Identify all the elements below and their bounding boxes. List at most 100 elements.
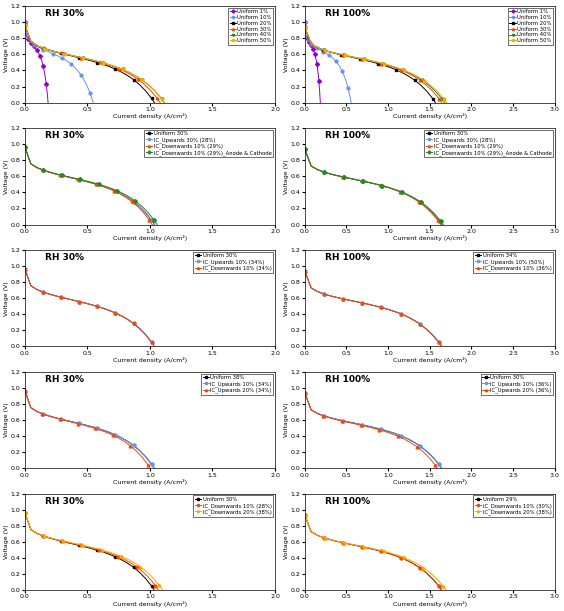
IC_Upwards 10% (50%) [455,374,461,381]
Legend: Uniform 34%, IC_Upwards 10% (50%), IC_Downwards 10% (36%): Uniform 34%, IC_Upwards 10% (50%), IC_Do… [473,252,553,273]
IC_Downwards 10% (29%)_Anode & Cathode [21,143,28,150]
Uniform 50% [500,338,507,346]
IC_Upwards 30% (28%) [429,210,436,217]
IC_Upwards 30% (28%) [191,358,197,365]
IC_Downwards 10% (36%) [442,348,449,356]
Uniform 30% [352,176,359,183]
Line: Uniform 34%: Uniform 34% [303,269,523,611]
IC_Upwards 30% (28%) [308,163,315,170]
IC_Upwards 10% (34%) [64,417,70,424]
Uniform 30% [416,442,423,450]
Uniform 40% [197,200,204,208]
IC_Downwards 10% (29%)_Anode & Cathode [340,174,347,181]
IC_Downwards 20% (38%) [440,582,447,590]
Uniform 1% [308,43,315,50]
IC_Downwards 10% (29%) [301,145,308,153]
Uniform 30% [142,209,149,216]
Uniform 30% [135,76,142,83]
Uniform 34% [333,294,340,301]
Uniform 30% [314,410,321,417]
Uniform 20% [442,116,448,123]
IC_Downwards 10% (30%) [442,592,449,599]
Uniform 40% [73,53,80,60]
Line: IC_Upwards 10% (36%): IC_Upwards 10% (36%) [303,392,523,611]
Uniform 29% [442,592,449,599]
Uniform 30% [202,582,209,590]
IC_Upwards 10% (34%) [191,602,197,609]
Uniform 50% [34,42,41,49]
Uniform 34% [372,302,378,310]
IC_Downwards 10% (28%) [158,591,165,599]
IC_Upwards 20% (36%) [407,439,414,446]
Uniform 30% [58,293,64,301]
Line: Uniform 29%: Uniform 29% [303,513,523,611]
IC_Upwards 30% (28%) [39,166,46,174]
Uniform 29% [320,534,327,541]
IC_Upwards 30% (28%) [64,173,70,180]
Uniform 30% [33,530,40,537]
IC_Upwards 10% (34%) [112,309,119,316]
IC_Downwards 10% (29%)_Anode & Cathode [169,252,176,259]
IC_Downwards 10% (36%) [468,415,474,422]
IC_Upwards 10% (50%) [359,299,365,307]
Uniform 30% [397,188,404,196]
Uniform 30% [130,198,137,205]
IC_Upwards 10% (34%) [100,426,107,434]
Uniform 40% [399,67,406,74]
Uniform 20% [94,59,100,66]
IC_Upwards 20% (34%) [21,387,28,394]
Uniform 38% [39,410,46,417]
Uniform 50% [414,73,421,80]
Uniform 30% [141,81,148,88]
Uniform 50% [394,64,401,71]
Uniform 30% [410,438,417,445]
Uniform 29% [365,544,372,552]
Uniform 1% [34,48,41,56]
Uniform 10% [124,609,131,611]
Uniform 40% [386,62,393,69]
IC_Upwards 30% (28%) [148,217,155,224]
Uniform 10% [77,71,84,78]
IC_Downwards 10% (34%) [46,290,52,298]
Line: IC_Downwards 10% (34%): IC_Downwards 10% (34%) [24,268,231,611]
Uniform 10% [341,71,347,79]
Text: RH 100%: RH 100% [324,9,369,18]
Uniform 30% [173,271,179,278]
IC_Upwards 30% (28%) [58,172,64,179]
Uniform 34% [365,301,372,308]
Uniform 34% [487,525,494,532]
IC_Downwards 10% (36%) [429,331,436,338]
Uniform 50% [28,38,35,46]
Uniform 30% [70,175,77,182]
Uniform 40% [367,57,373,64]
IC_Downwards 10% (36%) [320,290,327,298]
IC_Upwards 10% (36%) [385,428,391,435]
IC_Upwards 10% (50%) [314,288,321,295]
Uniform 10% [105,194,112,201]
Uniform 34% [416,320,423,327]
IC_Downwards 10% (29%) [33,164,40,171]
IC_Upwards 10% (34%) [202,582,209,590]
Uniform 30% [160,104,167,111]
Uniform 10% [357,188,364,196]
Uniform 10% [331,55,337,62]
IC_Downwards 10% (29%) [346,175,352,182]
Uniform 10% [34,43,41,50]
Uniform 30% [130,320,137,327]
Uniform 38% [136,447,143,454]
IC_Upwards 10% (34%) [184,566,191,573]
Uniform 1% [39,62,46,69]
Uniform 1% [39,58,46,65]
IC_Upwards 20% (36%) [457,515,464,522]
Uniform 30% [346,53,353,60]
Uniform 30% [148,582,155,590]
Uniform 40% [315,44,321,51]
IC_Downwards 10% (34%) [106,307,113,314]
Uniform 30% [70,296,77,304]
IC_Downwards 10% (29%)_Anode & Cathode [334,172,341,179]
Uniform 50% [197,200,204,208]
Uniform 30% [100,549,107,556]
Uniform 30% [340,51,346,59]
Uniform 38% [21,387,28,394]
IC_Upwards 10% (36%) [461,514,468,521]
